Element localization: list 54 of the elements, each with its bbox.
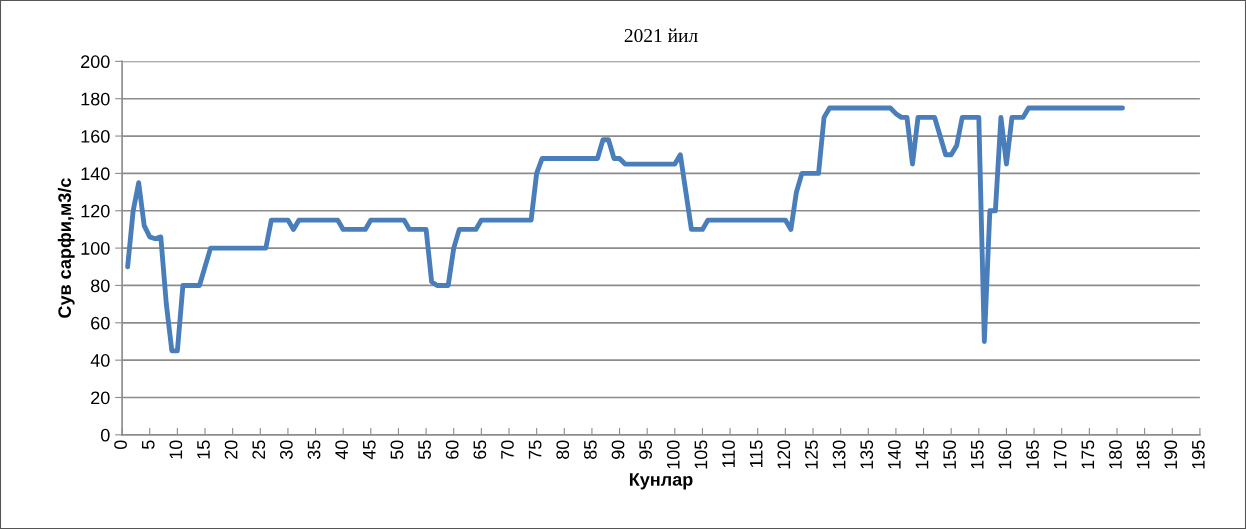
x-tick-label: 0 [114, 440, 127, 450]
y-tick-label: 40 [90, 354, 110, 367]
x-tick-label: 170 [1053, 440, 1067, 469]
x-tick-label: 140 [887, 440, 901, 469]
x-tick-label: 110 [722, 440, 735, 468]
y-tick-label: 20 [91, 391, 110, 405]
x-tick-label: 165 [1026, 440, 1039, 469]
y-tick-label: 80 [91, 279, 110, 293]
x-tick-label: 175 [1081, 440, 1095, 469]
x-tick-label: 135 [860, 440, 874, 469]
x-tick-label: 190 [1164, 440, 1178, 469]
x-tick-label: 160 [998, 440, 1012, 469]
x-tick-label: 155 [971, 440, 984, 469]
chart-title: 2021 йил [624, 28, 698, 43]
x-tick-label: 30 [279, 440, 293, 460]
x-tick-label: 85 [583, 440, 597, 459]
x-axis-title: Кунлар [629, 473, 693, 490]
x-tick-label: 15 [197, 440, 210, 459]
x-tick-label: 55 [418, 440, 431, 460]
x-tick-label: 150 [943, 440, 957, 469]
y-tick-label: 140 [81, 167, 110, 181]
x-tick-label: 185 [1136, 440, 1150, 469]
y-tick-label: 100 [81, 242, 110, 255]
x-tick-label: 25 [252, 440, 266, 459]
y-tick-label: 120 [81, 204, 110, 218]
x-tick-label: 180 [1109, 440, 1122, 469]
x-tick-label: 65 [473, 440, 487, 459]
y-tick-label: 60 [91, 316, 110, 330]
x-tick-label: 5 [141, 440, 155, 450]
x-tick-label: 40 [335, 440, 349, 460]
y-tick-label: 160 [81, 129, 110, 143]
x-tick-label: 20 [224, 440, 238, 459]
x-tick-label: 195 [1191, 440, 1205, 469]
x-tick-label: 100 [666, 440, 680, 469]
x-tick-label: 45 [363, 440, 376, 460]
x-tick-label: 95 [639, 440, 653, 459]
x-tick-label: 90 [611, 440, 625, 459]
x-tick-label: 105 [694, 440, 708, 469]
x-tick-label: 60 [445, 440, 459, 459]
x-tick-label: 10 [169, 440, 183, 459]
x-tick-label: 115 [749, 440, 763, 468]
y-tick-label: 180 [81, 92, 110, 106]
x-tick-label: 35 [307, 440, 321, 460]
x-tick-label: 125 [805, 440, 818, 469]
x-tick-label: 75 [528, 440, 542, 459]
x-tick-label: 80 [556, 440, 570, 459]
x-tick-label: 70 [501, 440, 514, 459]
x-tick-label: 50 [390, 440, 404, 460]
line-series [125, 105, 1125, 354]
x-tick-label: 120 [777, 440, 791, 469]
y-tick-label: 200 [81, 55, 110, 69]
x-tick-label: 145 [915, 440, 929, 469]
y-axis-title: Сув сарфи,м3/с [57, 178, 75, 318]
x-tick-label: 130 [832, 440, 846, 469]
